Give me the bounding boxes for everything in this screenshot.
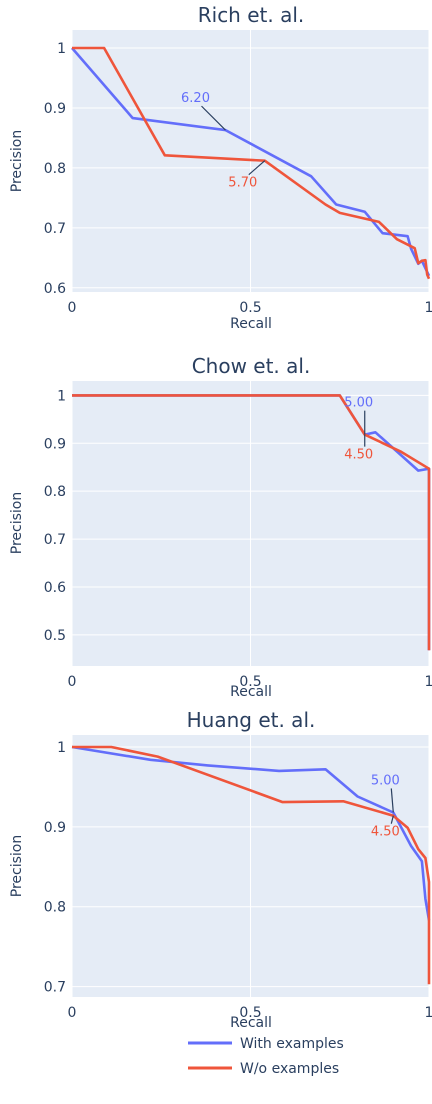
x-tick-label: 0.5 <box>239 300 261 316</box>
x-axis-label: Recall <box>230 316 272 332</box>
y-tick-label: 0.8 <box>44 484 66 500</box>
grid-lines <box>71 30 430 292</box>
annotation-layer: 6.20 5.70 <box>181 91 266 191</box>
y-axis-label: Precision <box>9 835 25 897</box>
annotation-label: 4.50 <box>344 448 373 463</box>
annotation-layer: 5.00 4.50 <box>371 773 400 839</box>
y-axis-label: Precision <box>9 492 25 554</box>
y-tick-labels: 0.6 0.7 0.8 0.9 1 <box>44 41 66 297</box>
chart-panel-chow: Chow et. al. 5.00 4.50 0.5 0.6 0.7 0.8 0.9 1 0… <box>9 354 432 700</box>
y-tick-label: 0.8 <box>44 900 66 916</box>
y-tick-label: 0.6 <box>44 281 66 297</box>
annotation-arrow <box>248 160 266 176</box>
x-tick-label: 1 <box>425 1005 432 1021</box>
annotation-arrow <box>390 815 394 824</box>
y-tick-label: 0.9 <box>44 436 66 452</box>
annotation-label: 5.00 <box>344 396 373 411</box>
y-tick-label: 0.9 <box>44 820 66 836</box>
x-tick-label: 1 <box>425 300 432 316</box>
x-tick-label: 0 <box>68 300 77 316</box>
x-axis-label: Recall <box>230 1015 272 1031</box>
y-tick-label: 0.9 <box>44 101 66 117</box>
chart-title: Huang et. al. <box>187 708 316 732</box>
chart-title: Chow et. al. <box>192 354 311 378</box>
y-tick-label: 0.7 <box>44 980 66 996</box>
x-tick-label: 0.5 <box>239 674 261 690</box>
series-line-wo-examples <box>72 394 431 651</box>
y-tick-label: 1 <box>57 388 66 404</box>
x-tick-labels: 0 0.5 1 <box>68 674 432 690</box>
y-tick-labels: 0.7 0.8 0.9 1 <box>44 740 66 996</box>
legend-label: W/o examples <box>240 1061 339 1077</box>
x-tick-label: 0 <box>68 674 77 690</box>
y-tick-label: 1 <box>57 41 66 57</box>
y-tick-label: 0.8 <box>44 161 66 177</box>
y-tick-label: 1 <box>57 740 66 756</box>
series-layer <box>72 394 431 651</box>
legend-label: With examples <box>240 1036 344 1052</box>
chart-title: Rich et. al. <box>198 3 305 27</box>
annotation-arrow <box>201 105 226 131</box>
annotation-label: 6.20 <box>181 91 210 106</box>
x-tick-label: 0.5 <box>239 1005 261 1021</box>
grid-lines <box>71 735 430 997</box>
x-tick-labels: 0 0.5 1 <box>68 300 432 316</box>
y-tick-label: 0.7 <box>44 532 66 548</box>
series-line-wo-examples <box>72 46 431 280</box>
x-axis-label: Recall <box>230 684 272 700</box>
y-tick-labels: 0.5 0.6 0.7 0.8 0.9 1 <box>44 388 66 643</box>
y-axis-label: Precision <box>9 130 25 192</box>
x-tick-labels: 0 0.5 1 <box>68 1005 432 1021</box>
x-tick-label: 0 <box>68 1005 77 1021</box>
legend-item-wo-examples[interactable]: W/o examples <box>188 1061 339 1077</box>
annotation-label: 5.00 <box>371 773 400 788</box>
series-line-with-examples <box>71 745 431 921</box>
chart-panel-rich: Rich et. al. 6.205.70 0.60.70.80.91 0 0.5… <box>9 3 432 332</box>
chart-panel-huang: Huang et. al. 5.004.50 0.70.80.91 0 0.5 1 … <box>9 708 432 1031</box>
y-tick-label: 0.5 <box>44 628 66 644</box>
y-tick-label: 0.6 <box>44 580 66 596</box>
annotation-layer: 5.00 4.50 <box>344 396 373 463</box>
x-tick-label: 1 <box>425 674 432 690</box>
y-tick-label: 0.7 <box>44 221 66 237</box>
legend-item-with-examples[interactable]: With examples <box>188 1036 344 1052</box>
annotation-label: 4.50 <box>371 825 400 840</box>
series-layer <box>71 46 431 280</box>
annotation-label: 5.70 <box>228 176 257 191</box>
legend[interactable]: With examples W/o examples <box>188 1036 344 1077</box>
annotation-arrow <box>390 788 394 813</box>
